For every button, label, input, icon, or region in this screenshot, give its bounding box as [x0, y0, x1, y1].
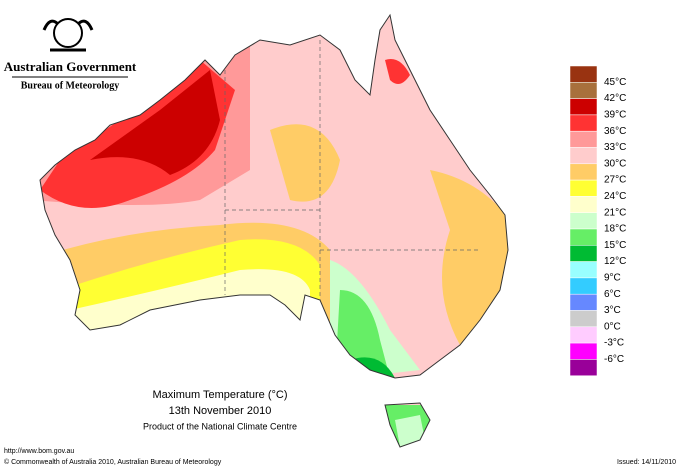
legend-swatch — [569, 179, 598, 197]
legend-swatch — [569, 130, 598, 148]
legend-swatch — [569, 261, 598, 279]
legend-swatch — [569, 98, 598, 116]
map-title: Maximum Temperature (°C) — [152, 389, 287, 401]
legend-swatch — [569, 147, 598, 165]
legend-swatch — [569, 293, 598, 311]
crest — [42, 18, 94, 52]
legend-swatch — [569, 342, 598, 360]
legend-label: 18°C — [604, 224, 626, 235]
legend-swatch — [569, 114, 598, 132]
legend-label: 0°C — [604, 321, 621, 332]
legend-swatch — [569, 310, 598, 328]
legend-swatch — [569, 212, 598, 230]
government: Australian Government — [4, 59, 137, 74]
legend-swatch — [569, 163, 598, 181]
legend-label: 42°C — [604, 93, 626, 104]
legend-label: 3°C — [604, 305, 621, 316]
legend-label: 24°C — [604, 191, 626, 202]
legend-label: 9°C — [604, 273, 621, 284]
legend-swatch — [569, 326, 598, 344]
legend-swatch — [569, 245, 598, 262]
map-date: 13th November 2010 — [169, 405, 272, 417]
legend-label: -3°C — [604, 338, 624, 349]
agency: Bureau of Meteorology — [21, 80, 120, 91]
legend-swatch — [569, 196, 598, 213]
legend-swatch — [569, 65, 598, 83]
legend-swatch — [569, 277, 598, 295]
legend-label: 30°C — [604, 158, 626, 169]
legend-swatch — [569, 359, 598, 376]
legend-label: 36°C — [604, 126, 626, 137]
legend-label: 15°C — [604, 240, 626, 251]
legend-label: 39°C — [604, 110, 626, 121]
issued: Issued: 14/11/2010 — [617, 459, 676, 466]
legend-swatch — [569, 228, 598, 246]
copyright: © Commonwealth of Australia 2010, Austra… — [4, 458, 222, 466]
url: http://www.bom.gov.au — [4, 448, 74, 455]
state-borders — [224, 40, 480, 300]
map-product: Product of the National Climate Centre — [143, 421, 297, 431]
legend-label: 27°C — [604, 175, 626, 186]
legend-label: 21°C — [604, 207, 626, 218]
legend-label: 6°C — [604, 289, 621, 300]
legend: 45°C 42°C 39°C 36°C 33°C 30°C 27°C 24°C 21°C 18°C… — [569, 65, 626, 376]
coastline — [39, 13, 509, 448]
legend-label: 12°C — [604, 256, 626, 267]
legend-label: 33°C — [604, 142, 626, 153]
legend-swatch — [569, 82, 598, 99]
legend-label: -6°C — [604, 354, 624, 365]
legend-label: 45°C — [604, 77, 626, 88]
